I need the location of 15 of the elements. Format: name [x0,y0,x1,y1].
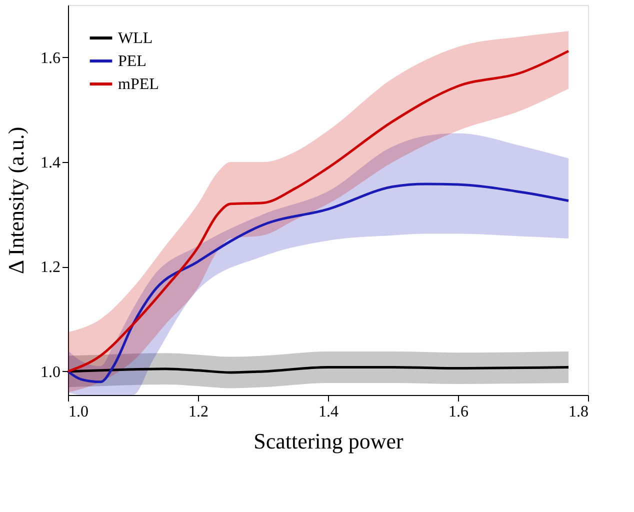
y-tick-label: 1.2 [40,259,60,276]
y-tick-label: 1.6 [40,50,60,67]
legend-label: mPEL [118,76,159,93]
y-tick-label: 1.0 [40,364,60,381]
x-tick-label: 1.8 [568,404,588,420]
x-axis-title: Scattering power [254,428,404,454]
x-tick-label: 1.6 [448,404,468,420]
x-tick-label: 1.4 [318,404,338,420]
x-tick-label: 1.0 [68,404,88,420]
line-series [66,182,570,384]
legend-label: WLL [118,30,153,47]
y-tick-label: 1.4 [40,154,60,172]
y-axis-title: Δ Intensity (a.u.) [4,126,28,274]
x-tick-label: 1.2 [188,404,208,420]
legend-label: PEL [118,53,146,70]
